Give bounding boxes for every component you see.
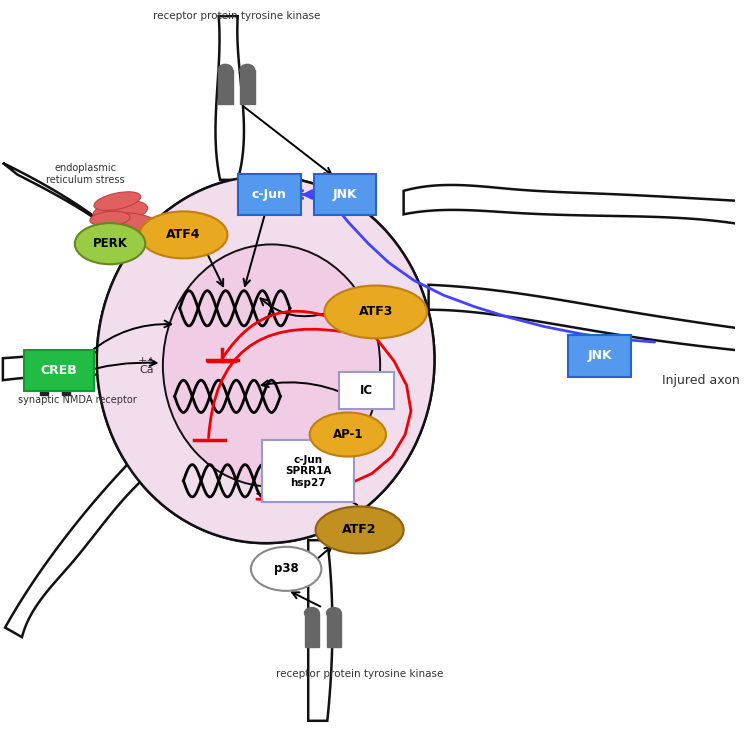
- Ellipse shape: [324, 286, 427, 338]
- Text: ++
Ca: ++ Ca: [137, 356, 156, 375]
- FancyBboxPatch shape: [314, 174, 376, 215]
- FancyBboxPatch shape: [262, 440, 354, 502]
- Polygon shape: [5, 457, 154, 637]
- Ellipse shape: [316, 506, 404, 553]
- Ellipse shape: [98, 213, 157, 230]
- Polygon shape: [308, 540, 332, 721]
- Ellipse shape: [163, 244, 380, 487]
- FancyBboxPatch shape: [340, 372, 394, 409]
- Text: synaptic NMDA receptor: synaptic NMDA receptor: [17, 395, 136, 405]
- Ellipse shape: [251, 547, 322, 591]
- Ellipse shape: [75, 223, 146, 264]
- Text: PERK: PERK: [92, 237, 128, 250]
- Text: receptor protein tyrosine kinase: receptor protein tyrosine kinase: [152, 10, 320, 21]
- FancyBboxPatch shape: [238, 174, 301, 215]
- Ellipse shape: [240, 65, 255, 76]
- Text: Injured axon: Injured axon: [662, 374, 740, 387]
- Ellipse shape: [140, 211, 227, 258]
- Text: CREB: CREB: [40, 364, 77, 377]
- Ellipse shape: [218, 65, 232, 76]
- Text: c-Jun
SPRR1A
hsp27: c-Jun SPRR1A hsp27: [285, 454, 332, 488]
- Polygon shape: [3, 352, 103, 380]
- Polygon shape: [218, 70, 232, 104]
- Ellipse shape: [97, 176, 434, 543]
- Text: c-Jun: c-Jun: [252, 188, 286, 201]
- Text: ATF4: ATF4: [166, 228, 201, 241]
- Text: JNK: JNK: [587, 349, 612, 363]
- Text: ATF2: ATF2: [342, 523, 376, 537]
- Polygon shape: [215, 16, 244, 180]
- Polygon shape: [240, 70, 255, 104]
- Text: AP-1: AP-1: [332, 428, 363, 441]
- Text: ATF3: ATF3: [358, 305, 393, 319]
- Ellipse shape: [326, 608, 341, 619]
- Text: endoplasmic
reticulum stress: endoplasmic reticulum stress: [46, 164, 125, 185]
- Text: IC: IC: [360, 384, 374, 397]
- Ellipse shape: [90, 211, 130, 226]
- Bar: [40, 352, 49, 395]
- FancyBboxPatch shape: [568, 335, 631, 377]
- Text: p38: p38: [274, 562, 298, 575]
- Polygon shape: [304, 613, 320, 647]
- Polygon shape: [326, 613, 341, 647]
- Ellipse shape: [93, 200, 148, 222]
- Bar: [62, 352, 70, 395]
- Polygon shape: [3, 163, 141, 254]
- Polygon shape: [428, 285, 742, 351]
- Ellipse shape: [94, 192, 141, 211]
- Text: JNK: JNK: [332, 188, 357, 201]
- Ellipse shape: [304, 608, 320, 619]
- Polygon shape: [404, 185, 742, 225]
- Ellipse shape: [310, 413, 386, 457]
- Ellipse shape: [163, 244, 380, 487]
- Text: receptor protein tyrosine kinase: receptor protein tyrosine kinase: [276, 669, 443, 680]
- Ellipse shape: [97, 176, 434, 543]
- FancyBboxPatch shape: [24, 350, 94, 391]
